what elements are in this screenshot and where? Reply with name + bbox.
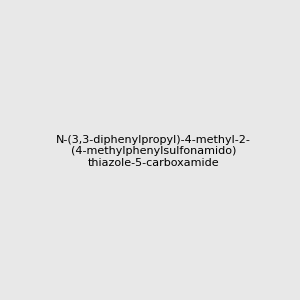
Text: N-(3,3-diphenylpropyl)-4-methyl-2-
(4-methylphenylsulfonamido)
thiazole-5-carbox: N-(3,3-diphenylpropyl)-4-methyl-2- (4-me… <box>56 135 251 168</box>
